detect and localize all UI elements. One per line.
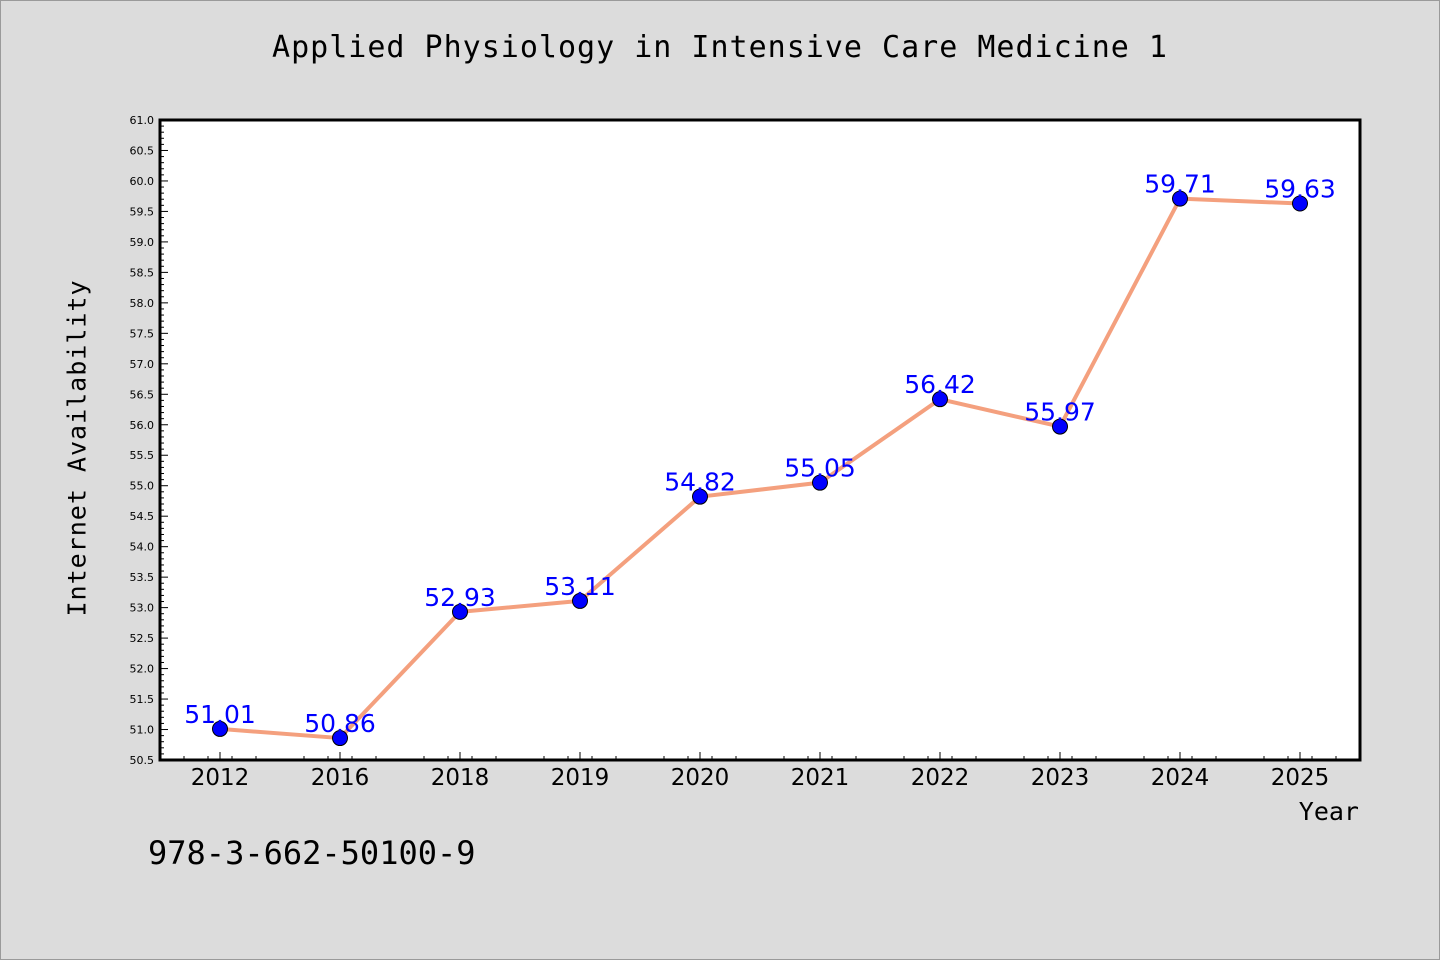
data-label: 55.97 [1024,398,1096,427]
y-tick-label: 54.5 [130,510,155,523]
data-point [572,592,588,609]
data-point [212,720,228,737]
plot-area [158,118,1362,762]
x-tick-label: 2018 [431,765,490,791]
data-label: 55.05 [784,454,856,483]
series-line [218,196,1302,741]
data-label: 51.01 [184,700,256,729]
x-tick-label: 2023 [1031,765,1090,791]
x-tick-label: 2019 [551,765,610,791]
data-point [1292,195,1308,212]
y-tick-label: 59.0 [130,236,155,249]
x-axis: 2012 2016 2018 2019 2020 2021 2022 2023 2024 2025 [183,752,1337,791]
y-tick-label: 59.5 [130,205,155,218]
y-tick-label: 54.0 [130,541,155,554]
y-tick-label: 52.5 [130,632,155,645]
y-axis: 50.5 51.0 51.5 52.0 52.5 53.0 53.5 54.0 54.5 55.0… [130,114,168,767]
data-point [932,391,948,408]
y-tick-label: 61.0 [130,114,155,127]
data-label: 50.86 [304,709,376,738]
y-tick-label: 53.0 [130,602,155,615]
y-tick-label: 58.5 [130,266,155,279]
y-tick-label: 56.5 [130,388,155,401]
x-tick-label: 2020 [671,765,730,791]
x-tick-label: 2012 [191,765,250,791]
data-point [1172,190,1188,207]
series-group [212,190,1308,747]
x-axis-label: Year [1298,797,1359,826]
y-tick-label: 60.5 [130,144,155,157]
y-tick-label: 50.5 [130,754,155,767]
y-tick-label: 58.0 [130,297,155,310]
data-label: 53.11 [544,572,616,601]
data-label: 56.42 [904,370,976,399]
y-tick-label: 56.0 [130,419,155,432]
chart-title: Applied Physiology in Intensive Care Med… [272,30,1168,65]
isbn-text: 978-3-662-50100-9 [148,834,476,872]
data-point [1052,418,1068,435]
data-label: 59.63 [1264,175,1336,204]
y-tick-label: 53.5 [130,571,155,584]
data-point [812,474,828,491]
x-tick-label: 2025 [1271,765,1330,791]
y-tick-label: 55.5 [130,449,155,462]
data-label: 52.93 [424,583,496,612]
y-tick-label: 60.0 [130,175,155,188]
y-tick-label: 55.0 [130,480,155,493]
x-tick-label: 2022 [911,765,970,791]
y-tick-label: 51.5 [130,693,155,706]
data-point [452,603,468,620]
y-tick-label: 57.5 [130,327,155,340]
x-tick-label: 2024 [1151,765,1210,791]
data-label: 54.82 [664,468,736,497]
x-tick-label: 2021 [791,765,850,791]
x-tick-label: 2016 [311,765,370,791]
data-point [692,488,708,505]
data-label: 59.71 [1144,170,1216,199]
y-tick-label: 52.0 [130,663,155,676]
data-labels: 51.01 50.86 52.93 53.11 54.82 55.05 56.42 55.97… [184,170,1336,738]
data-point [332,730,348,747]
y-tick-label: 57.0 [130,358,155,371]
y-tick-label: 51.0 [130,724,155,737]
